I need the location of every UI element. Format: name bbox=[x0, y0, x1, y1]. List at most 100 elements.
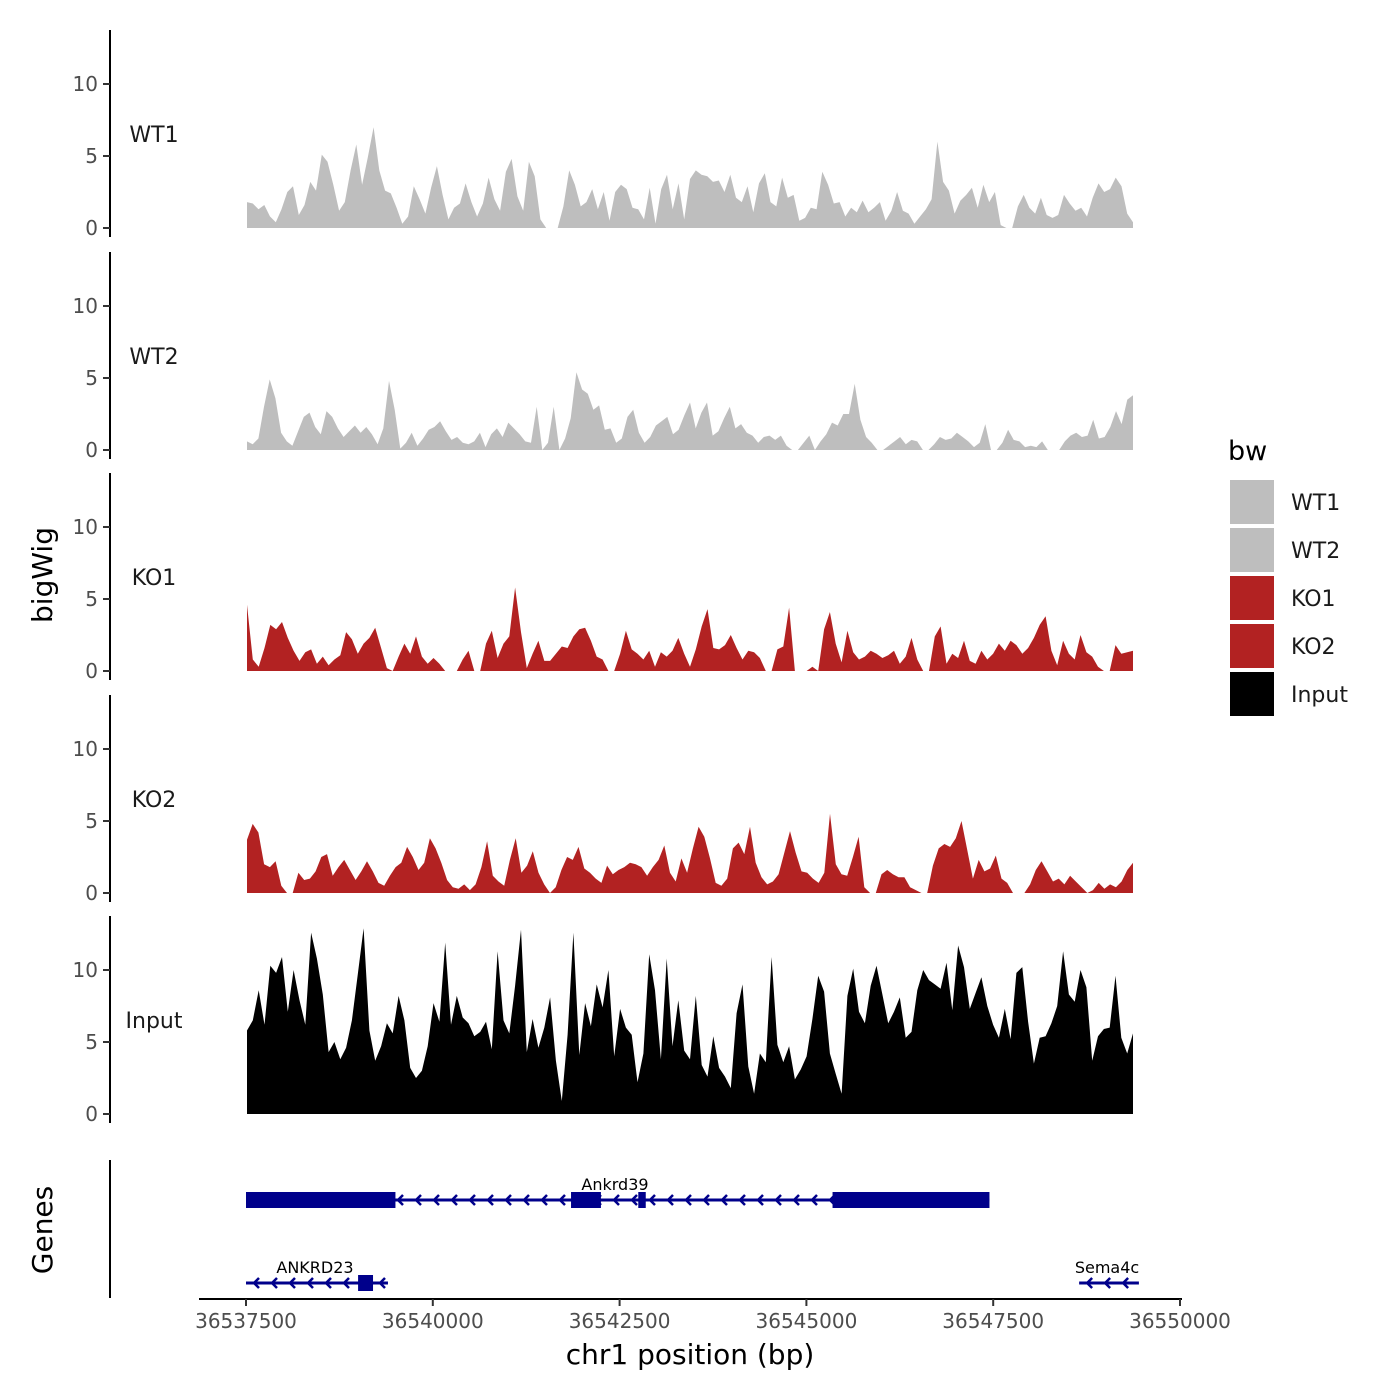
strand-chevron-icon bbox=[396, 1194, 404, 1206]
strand-chevron-icon bbox=[630, 1194, 638, 1206]
x-axis: 36537500 36540000 36542500 36545000 36547500… bbox=[195, 1298, 1231, 1333]
genes-panel-title: Genes bbox=[26, 1186, 59, 1274]
strand-chevron-icon bbox=[288, 1277, 296, 1289]
strand-chevron-icon bbox=[684, 1194, 692, 1206]
legend-item-wt2: WT2 bbox=[1230, 528, 1340, 572]
y-tick-label: 5 bbox=[85, 144, 98, 168]
strand-chevron-icon bbox=[270, 1277, 278, 1289]
track-label-input: Input bbox=[126, 1009, 183, 1034]
legend-item-ko2: KO2 bbox=[1230, 624, 1336, 668]
gene-label: Sema4c bbox=[1075, 1258, 1139, 1277]
track-label-ko1: KO1 bbox=[132, 566, 177, 591]
y-axis-title: bigWig bbox=[26, 527, 59, 623]
y-tick-label: 0 bbox=[85, 659, 98, 683]
strand-chevron-icon bbox=[738, 1194, 746, 1206]
y-tick-label: 10 bbox=[73, 72, 98, 96]
gene-exon bbox=[638, 1192, 646, 1208]
strand-chevron-icon bbox=[810, 1194, 818, 1206]
strand-chevron-icon bbox=[1103, 1277, 1112, 1289]
strand-chevron-icon bbox=[558, 1194, 566, 1206]
gene-label: Ankrd39 bbox=[581, 1175, 648, 1194]
strand-chevron-icon bbox=[252, 1277, 260, 1289]
legend-swatch bbox=[1230, 480, 1274, 524]
strand-chevron-icon bbox=[504, 1194, 512, 1206]
track-ko2: 0 5 10 KO2 bbox=[73, 695, 1133, 905]
strand-chevron-icon bbox=[756, 1194, 764, 1206]
x-tick-label: 36537500 bbox=[195, 1309, 297, 1333]
legend-item-input: Input bbox=[1230, 672, 1348, 716]
gene-exon bbox=[832, 1192, 990, 1208]
y-tick-label: 0 bbox=[85, 438, 98, 462]
strand-chevron-icon bbox=[648, 1194, 656, 1206]
legend: bw WT1 WT2 KO1 KO2 Input bbox=[1228, 436, 1348, 716]
legend-label: KO1 bbox=[1291, 587, 1336, 612]
y-tick-label: 0 bbox=[85, 881, 98, 905]
strand-chevron-icon bbox=[468, 1194, 476, 1206]
strand-chevron-icon bbox=[306, 1277, 314, 1289]
strand-chevron-icon bbox=[540, 1194, 548, 1206]
track-wt2: 0 5 10 WT2 bbox=[73, 252, 1133, 462]
legend-label: WT1 bbox=[1291, 491, 1340, 516]
legend-label: WT2 bbox=[1291, 539, 1340, 564]
legend-swatch bbox=[1230, 528, 1274, 572]
strand-chevron-icon bbox=[342, 1277, 350, 1289]
y-tick-label: 0 bbox=[85, 1102, 98, 1126]
strand-chevron-icon bbox=[702, 1194, 710, 1206]
legend-item-wt1: WT1 bbox=[1230, 480, 1340, 524]
strand-chevron-icon bbox=[486, 1194, 494, 1206]
strand-chevron-icon bbox=[720, 1194, 728, 1206]
y-tick-label: 5 bbox=[85, 809, 98, 833]
y-tick-label: 5 bbox=[85, 1030, 98, 1054]
gene-exon bbox=[571, 1192, 601, 1208]
x-tick-label: 36542500 bbox=[569, 1309, 671, 1333]
track-ko1: 0 5 10 KO1 bbox=[73, 473, 1133, 683]
y-tick-label: 0 bbox=[85, 216, 98, 240]
strand-chevron-icon bbox=[612, 1194, 620, 1206]
strand-chevron-icon bbox=[450, 1194, 458, 1206]
legend-title: bw bbox=[1228, 436, 1267, 467]
strand-chevron-icon bbox=[666, 1194, 674, 1206]
gene-exon bbox=[246, 1192, 396, 1208]
x-tick-label: 36550000 bbox=[1129, 1309, 1231, 1333]
gene-sema4c: Sema4c bbox=[1075, 1258, 1139, 1289]
signal-area-ko1 bbox=[247, 587, 1133, 671]
signal-area-ko2 bbox=[247, 813, 1133, 893]
gene-annotation-panel: Ankrd39 ANKRD23 Sema4c bbox=[109, 1160, 1139, 1298]
legend-swatch bbox=[1230, 624, 1274, 668]
strand-chevron-icon bbox=[522, 1194, 530, 1206]
track-wt1: 0 5 10 WT1 bbox=[73, 30, 1133, 240]
legend-item-ko1: KO1 bbox=[1230, 576, 1336, 620]
legend-label: KO2 bbox=[1291, 635, 1336, 660]
gene-ankrd39: Ankrd39 bbox=[246, 1175, 990, 1208]
x-tick-label: 36547500 bbox=[942, 1309, 1044, 1333]
y-tick-label: 10 bbox=[73, 958, 98, 982]
y-tick-label: 5 bbox=[85, 587, 98, 611]
strand-chevron-icon bbox=[414, 1194, 422, 1206]
x-tick-label: 36540000 bbox=[382, 1309, 484, 1333]
signal-area-input bbox=[247, 928, 1133, 1114]
gene-exon bbox=[358, 1275, 374, 1291]
strand-chevron-icon bbox=[432, 1194, 440, 1206]
track-label-ko2: KO2 bbox=[132, 788, 177, 813]
signal-area-wt1 bbox=[247, 127, 1133, 228]
y-tick-label: 10 bbox=[73, 294, 98, 318]
legend-label: Input bbox=[1291, 683, 1348, 708]
gene-ankrd23: ANKRD23 bbox=[246, 1258, 388, 1291]
strand-chevron-icon bbox=[774, 1194, 782, 1206]
x-tick-label: 36545000 bbox=[756, 1309, 858, 1333]
strand-chevron-icon bbox=[378, 1277, 386, 1289]
strand-chevron-icon bbox=[1121, 1277, 1130, 1289]
track-label-wt2: WT2 bbox=[129, 345, 178, 370]
y-tick-label: 5 bbox=[85, 366, 98, 390]
x-axis-title: chr1 position (bp) bbox=[566, 1338, 815, 1371]
track-input: 0 5 10 Input bbox=[73, 916, 1133, 1126]
legend-swatch bbox=[1230, 672, 1274, 716]
y-tick-label: 10 bbox=[73, 515, 98, 539]
strand-chevron-icon bbox=[324, 1277, 332, 1289]
signal-area-wt2 bbox=[247, 372, 1133, 450]
strand-chevron-icon bbox=[792, 1194, 800, 1206]
bigwig-tracks: 0 5 10 WT1 0 5 10 WT2 0 5 10 KO1 0 5 10 KO2 0 5 10 Input bbox=[73, 30, 1133, 1126]
strand-chevron-icon bbox=[1085, 1277, 1094, 1289]
legend-swatch bbox=[1230, 576, 1274, 620]
